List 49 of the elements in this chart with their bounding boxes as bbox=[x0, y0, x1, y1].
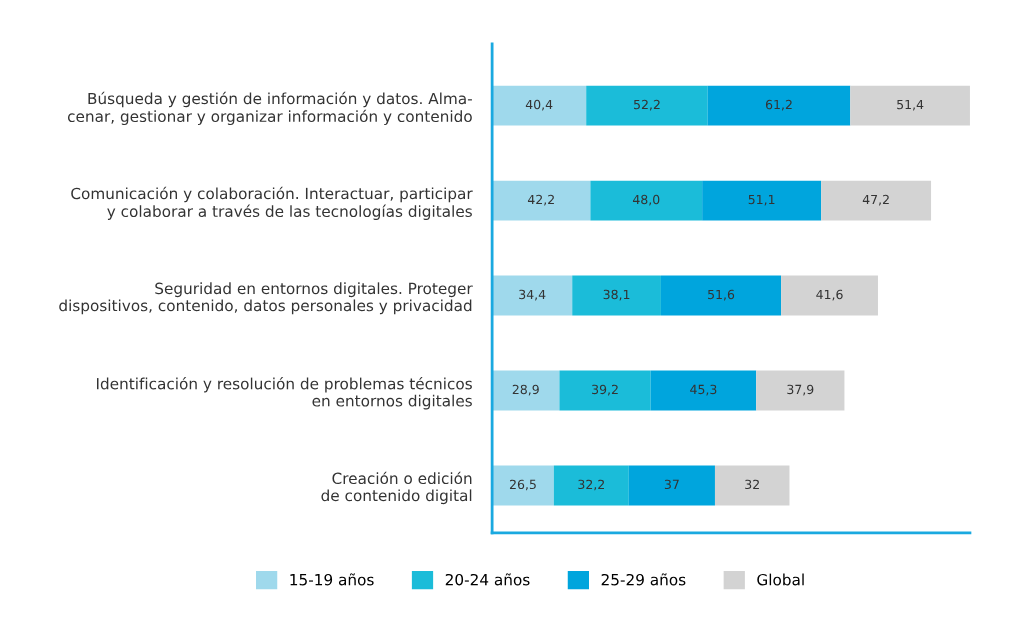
data-label: 51,6 bbox=[708, 289, 735, 301]
y-tick-label: Creación o edición de contenido digital bbox=[321, 471, 472, 505]
bar bbox=[628, 465, 715, 506]
bar bbox=[660, 275, 782, 316]
data-label: 28,9 bbox=[512, 384, 539, 396]
data-label: 39,2 bbox=[592, 384, 618, 396]
bar bbox=[781, 275, 878, 316]
bar bbox=[650, 370, 757, 411]
data-label: 38,1 bbox=[603, 289, 630, 301]
y-tick-label: Búsqueda y gestión de información y datos. Alma- cenar, gestionar y organizar información y contenido bbox=[67, 91, 472, 126]
y-tick-label: Comunicación y colaboración. Interactuar, participar y colaborar a través de las tecnologías digitales bbox=[71, 186, 473, 221]
data-label: 37,9 bbox=[787, 384, 814, 396]
data-label: 52,2 bbox=[634, 99, 660, 111]
data-label: 42,2 bbox=[527, 194, 554, 206]
bar bbox=[850, 85, 970, 126]
legend-label: Global bbox=[757, 573, 804, 586]
data-label: 32 bbox=[745, 479, 759, 490]
bar bbox=[821, 180, 932, 221]
bar bbox=[553, 465, 629, 506]
data-label: 47,2 bbox=[862, 194, 889, 206]
data-label: 40,4 bbox=[525, 99, 553, 111]
bar bbox=[492, 465, 554, 506]
legend-label: 15-19 años bbox=[290, 573, 374, 586]
legend-label: 25-29 años bbox=[601, 573, 686, 586]
data-label: 37 bbox=[664, 479, 679, 490]
legend-label: 20-24 años bbox=[445, 573, 530, 586]
bar bbox=[559, 370, 651, 411]
bar bbox=[492, 85, 587, 126]
bar bbox=[590, 180, 703, 221]
bar bbox=[572, 275, 661, 316]
bar bbox=[756, 370, 845, 411]
bar bbox=[492, 180, 591, 221]
data-label: 61,2 bbox=[765, 99, 792, 111]
y-tick-label: Identificación y resolución de problemas técnicos en entornos digitales bbox=[96, 377, 472, 410]
data-label: 51,4 bbox=[897, 99, 924, 111]
bar bbox=[492, 370, 560, 411]
data-label: 41,6 bbox=[816, 289, 843, 301]
bar bbox=[702, 180, 822, 221]
bar bbox=[586, 85, 708, 126]
data-label: 32,2 bbox=[578, 479, 604, 491]
bar bbox=[492, 275, 573, 316]
data-label: 45,3 bbox=[690, 384, 717, 396]
data-label: 34,4 bbox=[519, 289, 546, 301]
bar bbox=[714, 465, 790, 506]
data-label: 48,0 bbox=[632, 194, 660, 206]
data-label: 51,1 bbox=[748, 194, 775, 206]
data-label: 26,5 bbox=[509, 479, 536, 491]
bar bbox=[707, 85, 851, 126]
y-tick-label: Seguridad en entornos digitales. Proteger dispositivos, contenido, datos personales y privacidad bbox=[59, 282, 473, 315]
